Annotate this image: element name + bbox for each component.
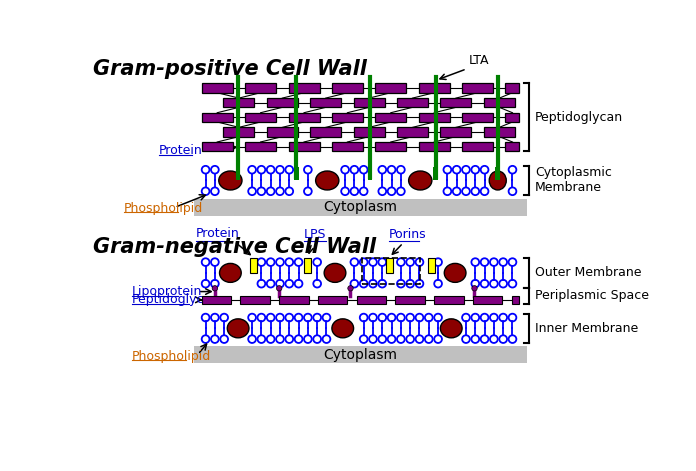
Bar <box>245 83 276 93</box>
Bar <box>419 83 450 93</box>
Bar <box>289 142 319 151</box>
Bar <box>441 98 471 107</box>
Bar <box>202 296 231 304</box>
Bar <box>505 142 519 151</box>
Bar <box>354 127 385 137</box>
Text: Phospholipid: Phospholipid <box>132 349 211 363</box>
Ellipse shape <box>324 263 346 283</box>
Bar <box>354 98 385 107</box>
Text: Peptidoglycan: Peptidoglycan <box>132 293 220 306</box>
Bar <box>289 83 319 93</box>
Text: Cytoplasm: Cytoplasm <box>324 201 397 214</box>
Bar <box>419 113 450 122</box>
Ellipse shape <box>441 319 462 338</box>
Bar <box>236 167 240 180</box>
Circle shape <box>276 285 282 291</box>
Ellipse shape <box>409 171 432 190</box>
Bar <box>386 258 393 273</box>
Bar <box>318 296 347 304</box>
Text: Gram-negative Cell Wall: Gram-negative Cell Wall <box>93 237 377 258</box>
Bar <box>245 142 276 151</box>
Bar <box>267 98 298 107</box>
Text: Porins: Porins <box>389 227 427 241</box>
Text: Peptidoglycan: Peptidoglycan <box>535 111 623 124</box>
Bar <box>484 98 515 107</box>
Bar <box>362 258 420 284</box>
Circle shape <box>348 285 353 291</box>
Bar <box>462 83 493 93</box>
Text: Inner Membrane: Inner Membrane <box>535 322 638 335</box>
Bar <box>332 113 363 122</box>
Bar <box>223 127 255 137</box>
Bar <box>441 127 471 137</box>
Circle shape <box>212 285 218 291</box>
Bar <box>375 142 406 151</box>
Bar <box>505 113 519 122</box>
Bar <box>245 113 276 122</box>
Circle shape <box>472 285 477 291</box>
Text: Lipoprotein: Lipoprotein <box>132 285 203 298</box>
Bar <box>289 113 319 122</box>
Bar <box>304 258 311 273</box>
Bar <box>240 296 270 304</box>
Bar <box>202 142 232 151</box>
Ellipse shape <box>332 319 354 338</box>
Bar <box>250 258 257 273</box>
Ellipse shape <box>219 171 242 190</box>
Bar <box>310 98 341 107</box>
Text: Phospholipid: Phospholipid <box>124 202 203 215</box>
Bar <box>397 127 428 137</box>
Bar <box>202 83 232 93</box>
Ellipse shape <box>219 263 242 283</box>
Bar <box>428 258 436 273</box>
Bar <box>194 346 527 363</box>
Bar <box>194 199 527 216</box>
Text: Outer Membrane: Outer Membrane <box>535 267 642 279</box>
Text: LTA: LTA <box>468 54 489 67</box>
Bar <box>367 167 372 180</box>
Bar <box>375 83 406 93</box>
Bar <box>375 113 406 122</box>
Text: Gram-positive Cell Wall: Gram-positive Cell Wall <box>93 59 367 79</box>
Bar <box>484 127 515 137</box>
Bar <box>434 167 438 180</box>
Bar <box>332 83 363 93</box>
Bar <box>223 98 255 107</box>
Bar <box>462 113 493 122</box>
Bar <box>356 296 386 304</box>
Bar <box>279 296 308 304</box>
Bar <box>267 127 298 137</box>
Bar <box>202 113 232 122</box>
Bar <box>419 142 450 151</box>
Text: Cytoplasmic
Membrane: Cytoplasmic Membrane <box>535 166 612 195</box>
Text: Protein: Protein <box>196 227 239 240</box>
Bar <box>462 142 493 151</box>
Bar <box>473 296 503 304</box>
Bar <box>496 167 500 180</box>
Text: Periplasmic Space: Periplasmic Space <box>535 289 649 302</box>
Bar <box>505 83 519 93</box>
Bar <box>395 296 425 304</box>
Bar <box>512 296 519 304</box>
Text: Cytoplasm: Cytoplasm <box>324 348 397 362</box>
Bar <box>332 142 363 151</box>
Text: Protein: Protein <box>159 144 203 157</box>
Ellipse shape <box>228 319 249 338</box>
Text: LPS: LPS <box>304 227 326 241</box>
Bar <box>310 127 341 137</box>
Bar <box>434 296 464 304</box>
Ellipse shape <box>489 171 506 190</box>
Ellipse shape <box>315 171 339 190</box>
Ellipse shape <box>444 263 466 283</box>
Bar <box>294 167 299 180</box>
Bar <box>397 98 428 107</box>
